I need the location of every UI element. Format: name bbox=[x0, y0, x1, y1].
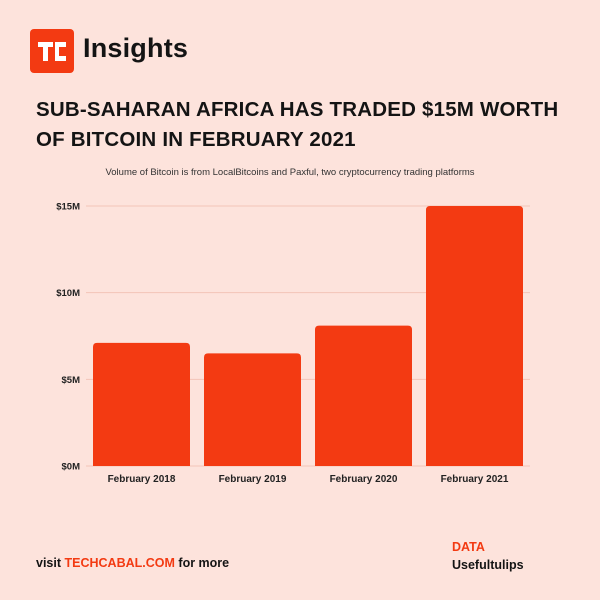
bar-february-2020 bbox=[315, 325, 412, 466]
bar-chart: $0M $5M $10M $15M February 2018 February 2019… bbox=[56, 202, 530, 485]
x-tick-label: February 2021 bbox=[441, 474, 509, 485]
y-tick-label: $15M bbox=[56, 202, 80, 213]
y-tick-label: $10M bbox=[56, 288, 80, 299]
bar-february-2018 bbox=[93, 342, 190, 466]
chart-subtitle: Volume of Bitcoin is from LocalBitcoins … bbox=[105, 167, 475, 178]
x-tick-label: February 2018 bbox=[108, 474, 176, 485]
visit-suffix: for more bbox=[178, 556, 230, 570]
bar-february-2021 bbox=[426, 206, 523, 466]
data-source: DATA Usefultulips bbox=[452, 538, 524, 574]
y-tick-label: $5M bbox=[62, 375, 81, 386]
data-source-label: DATA bbox=[452, 540, 485, 554]
visit-prefix: visit bbox=[36, 556, 62, 570]
tc-logo-icon bbox=[38, 42, 66, 61]
chart-title: SUB-SAHARAN AFRICA HAS TRADED $15M WORTH… bbox=[36, 98, 559, 151]
y-tick-label: $0M bbox=[62, 462, 81, 473]
visit-line: visit TECHCABAL.COM for more bbox=[36, 556, 229, 570]
brand-name: Insights bbox=[83, 33, 189, 63]
x-tick-label: February 2019 bbox=[219, 474, 287, 485]
data-source-value: Usefultulips bbox=[452, 558, 524, 572]
techcabal-link[interactable]: TECHCABAL.COM bbox=[64, 556, 175, 570]
bar-february-2019 bbox=[204, 353, 301, 466]
techcabal-logo bbox=[30, 29, 74, 73]
x-tick-label: February 2020 bbox=[330, 474, 398, 485]
